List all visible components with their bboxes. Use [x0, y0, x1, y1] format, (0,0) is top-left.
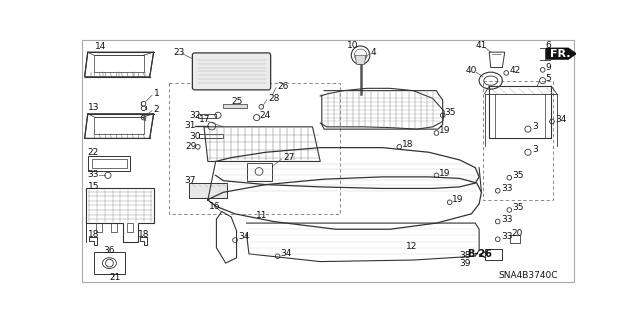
Text: 34: 34	[238, 233, 250, 241]
Text: 22: 22	[88, 148, 99, 157]
Bar	[92, 159, 127, 168]
Text: 19: 19	[439, 126, 451, 135]
Text: 34: 34	[555, 115, 566, 124]
Text: 27: 27	[283, 153, 294, 162]
Text: 6: 6	[546, 41, 552, 50]
Polygon shape	[189, 183, 227, 198]
Bar	[94, 252, 125, 274]
Text: FR.: FR.	[550, 49, 570, 59]
Text: 1: 1	[154, 89, 159, 98]
Polygon shape	[355, 55, 366, 64]
Text: 19: 19	[452, 196, 463, 204]
Text: 23: 23	[173, 48, 184, 57]
Text: 3: 3	[532, 145, 538, 154]
Bar	[94, 117, 143, 134]
Text: 33: 33	[88, 170, 99, 179]
Text: 36: 36	[103, 246, 115, 255]
Text: 31: 31	[184, 121, 196, 130]
Bar	[95, 223, 102, 232]
Text: 40: 40	[466, 66, 477, 75]
Text: 11: 11	[256, 211, 268, 220]
Text: 15: 15	[88, 182, 99, 191]
Bar	[483, 81, 553, 200]
Bar	[169, 83, 340, 214]
Bar	[88, 156, 131, 172]
Text: 38: 38	[460, 251, 471, 260]
Text: 39: 39	[460, 259, 471, 268]
Bar	[484, 249, 502, 260]
Text: 5: 5	[546, 74, 552, 83]
Text: 19: 19	[439, 168, 451, 178]
Polygon shape	[223, 105, 246, 108]
Text: 4: 4	[371, 48, 376, 57]
Text: 9: 9	[546, 63, 552, 72]
Text: 30: 30	[189, 131, 201, 141]
Text: 29: 29	[186, 142, 196, 151]
Text: 18: 18	[402, 140, 413, 149]
Text: 10: 10	[347, 41, 358, 50]
Bar	[111, 223, 117, 232]
Text: 41: 41	[476, 41, 486, 50]
Bar	[127, 223, 132, 232]
FancyArrow shape	[547, 48, 576, 59]
Text: 37: 37	[184, 176, 196, 185]
Text: 13: 13	[88, 103, 99, 112]
Text: B-26: B-26	[467, 249, 492, 259]
Text: 16: 16	[209, 202, 221, 211]
Text: 32: 32	[189, 111, 201, 120]
Text: 14: 14	[95, 42, 106, 51]
Text: 33: 33	[501, 184, 513, 193]
Text: 25: 25	[231, 97, 243, 106]
Text: 21: 21	[109, 273, 121, 282]
Text: 24: 24	[260, 111, 271, 120]
Text: 3: 3	[532, 122, 538, 131]
Text: 34: 34	[281, 249, 292, 258]
Text: 35: 35	[444, 108, 456, 117]
Text: 35: 35	[513, 171, 524, 180]
Text: 20: 20	[511, 229, 523, 238]
FancyBboxPatch shape	[193, 53, 271, 90]
Text: 33: 33	[501, 215, 513, 224]
Text: 35: 35	[513, 203, 524, 212]
Text: 28: 28	[268, 94, 280, 103]
Text: SNA4B3740C: SNA4B3740C	[499, 271, 558, 280]
Text: 26: 26	[278, 82, 289, 91]
Text: 42: 42	[509, 66, 520, 75]
Text: 18: 18	[88, 230, 99, 239]
Text: 18: 18	[138, 230, 150, 239]
Bar	[94, 55, 143, 72]
Text: 2: 2	[154, 105, 159, 114]
Text: 17: 17	[199, 115, 211, 124]
Text: 33: 33	[501, 233, 513, 241]
Text: 12: 12	[406, 242, 417, 251]
